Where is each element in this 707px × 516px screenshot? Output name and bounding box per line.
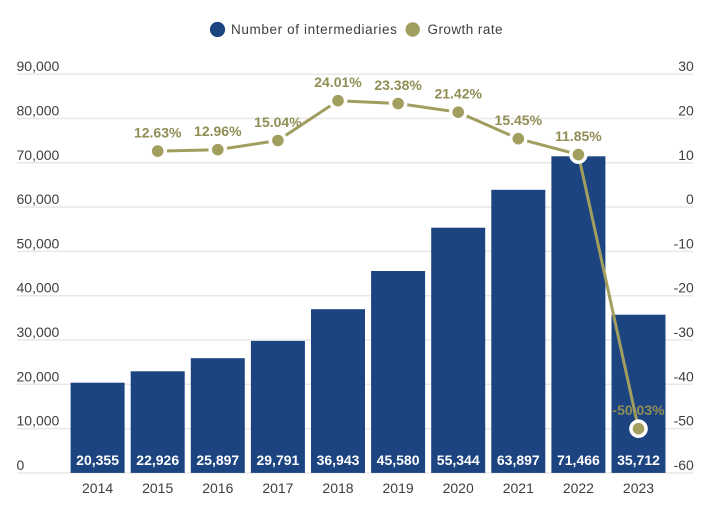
svg-text:-60: -60 [674,457,694,473]
svg-text:-10: -10 [674,235,694,251]
svg-text:15.04%: 15.04% [254,114,302,130]
svg-text:2015: 2015 [142,480,173,496]
svg-text:80,000: 80,000 [17,103,60,119]
svg-text:11.85%: 11.85% [555,128,602,144]
svg-text:60,000: 60,000 [17,191,60,207]
svg-text:40,000: 40,000 [17,280,60,296]
svg-text:-50: -50 [674,413,694,429]
svg-text:2020: 2020 [443,480,474,496]
svg-text:23.38%: 23.38% [374,77,422,93]
svg-text:-40: -40 [674,368,694,384]
svg-text:2019: 2019 [383,480,414,496]
svg-text:10: 10 [678,147,694,163]
svg-text:30,000: 30,000 [17,324,60,340]
svg-text:2018: 2018 [322,480,353,496]
svg-text:55,344: 55,344 [437,452,480,468]
svg-text:25,897: 25,897 [196,452,239,468]
svg-text:71,466: 71,466 [557,452,600,468]
svg-text:2023: 2023 [623,480,654,496]
svg-text:29,791: 29,791 [256,452,299,468]
svg-text:45,580: 45,580 [377,452,420,468]
svg-text:70,000: 70,000 [17,147,60,163]
svg-text:12.96%: 12.96% [194,123,242,139]
svg-text:20: 20 [678,103,694,119]
svg-text:2014: 2014 [82,480,113,496]
svg-text:-20: -20 [674,280,694,296]
svg-text:2022: 2022 [563,480,594,496]
svg-text:21.42%: 21.42% [434,86,482,102]
svg-text:20,000: 20,000 [17,368,60,384]
svg-text:30: 30 [678,58,694,74]
svg-text:15.45%: 15.45% [495,112,543,128]
svg-text:0: 0 [17,457,25,473]
svg-text:0: 0 [686,191,694,207]
svg-text:36,943: 36,943 [317,452,360,468]
svg-text:50,000: 50,000 [17,235,60,251]
svg-text:12.63%: 12.63% [134,125,182,141]
svg-text:Number of intermediaries: Number of intermediaries [231,22,397,37]
svg-text:24.01%: 24.01% [314,74,362,90]
svg-text:90,000: 90,000 [17,58,60,74]
svg-text:2021: 2021 [503,480,534,496]
svg-text:20,355: 20,355 [76,452,119,468]
svg-text:Growth rate: Growth rate [428,22,503,37]
svg-text:-30: -30 [674,324,694,340]
svg-text:2016: 2016 [202,480,233,496]
svg-text:2017: 2017 [262,480,293,496]
svg-text:35,712: 35,712 [617,452,660,468]
svg-text:22,926: 22,926 [136,452,179,468]
svg-text:63,897: 63,897 [497,452,540,468]
svg-text:10,000: 10,000 [17,413,60,429]
svg-text:-50.03%: -50.03% [612,402,665,418]
